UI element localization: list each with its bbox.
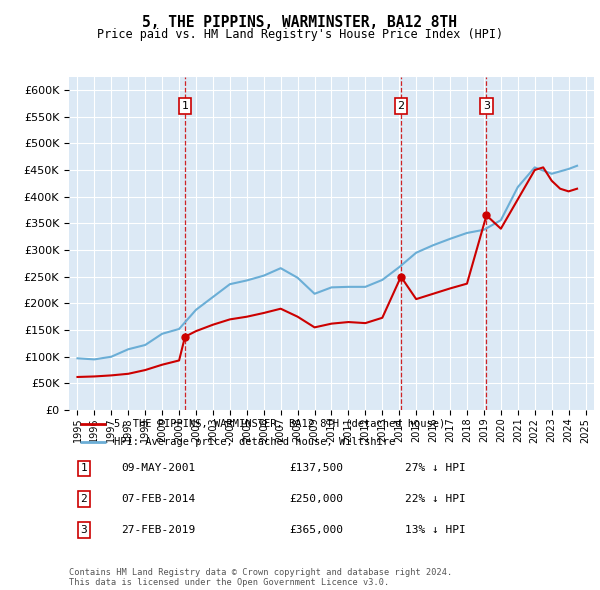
Text: £137,500: £137,500 — [290, 464, 343, 473]
Text: £365,000: £365,000 — [290, 525, 343, 535]
Text: 27-FEB-2019: 27-FEB-2019 — [121, 525, 196, 535]
Text: 5, THE PIPPINS, WARMINSTER, BA12 8TH (detached house): 5, THE PIPPINS, WARMINSTER, BA12 8TH (de… — [113, 419, 445, 429]
Text: 3: 3 — [80, 525, 87, 535]
Text: 22% ↓ HPI: 22% ↓ HPI — [405, 494, 466, 504]
Text: 07-FEB-2014: 07-FEB-2014 — [121, 494, 196, 504]
Text: 5, THE PIPPINS, WARMINSTER, BA12 8TH: 5, THE PIPPINS, WARMINSTER, BA12 8TH — [143, 15, 458, 30]
Text: Contains HM Land Registry data © Crown copyright and database right 2024.
This d: Contains HM Land Registry data © Crown c… — [69, 568, 452, 587]
Text: 2: 2 — [397, 101, 404, 111]
Text: 27% ↓ HPI: 27% ↓ HPI — [405, 464, 466, 473]
Text: £250,000: £250,000 — [290, 494, 343, 504]
Text: 1: 1 — [80, 464, 87, 473]
Text: 13% ↓ HPI: 13% ↓ HPI — [405, 525, 466, 535]
Text: 2: 2 — [80, 494, 87, 504]
Text: 3: 3 — [483, 101, 490, 111]
Text: 1: 1 — [182, 101, 188, 111]
Text: 09-MAY-2001: 09-MAY-2001 — [121, 464, 196, 473]
Text: Price paid vs. HM Land Registry's House Price Index (HPI): Price paid vs. HM Land Registry's House … — [97, 28, 503, 41]
Text: HPI: Average price, detached house, Wiltshire: HPI: Average price, detached house, Wilt… — [113, 437, 395, 447]
